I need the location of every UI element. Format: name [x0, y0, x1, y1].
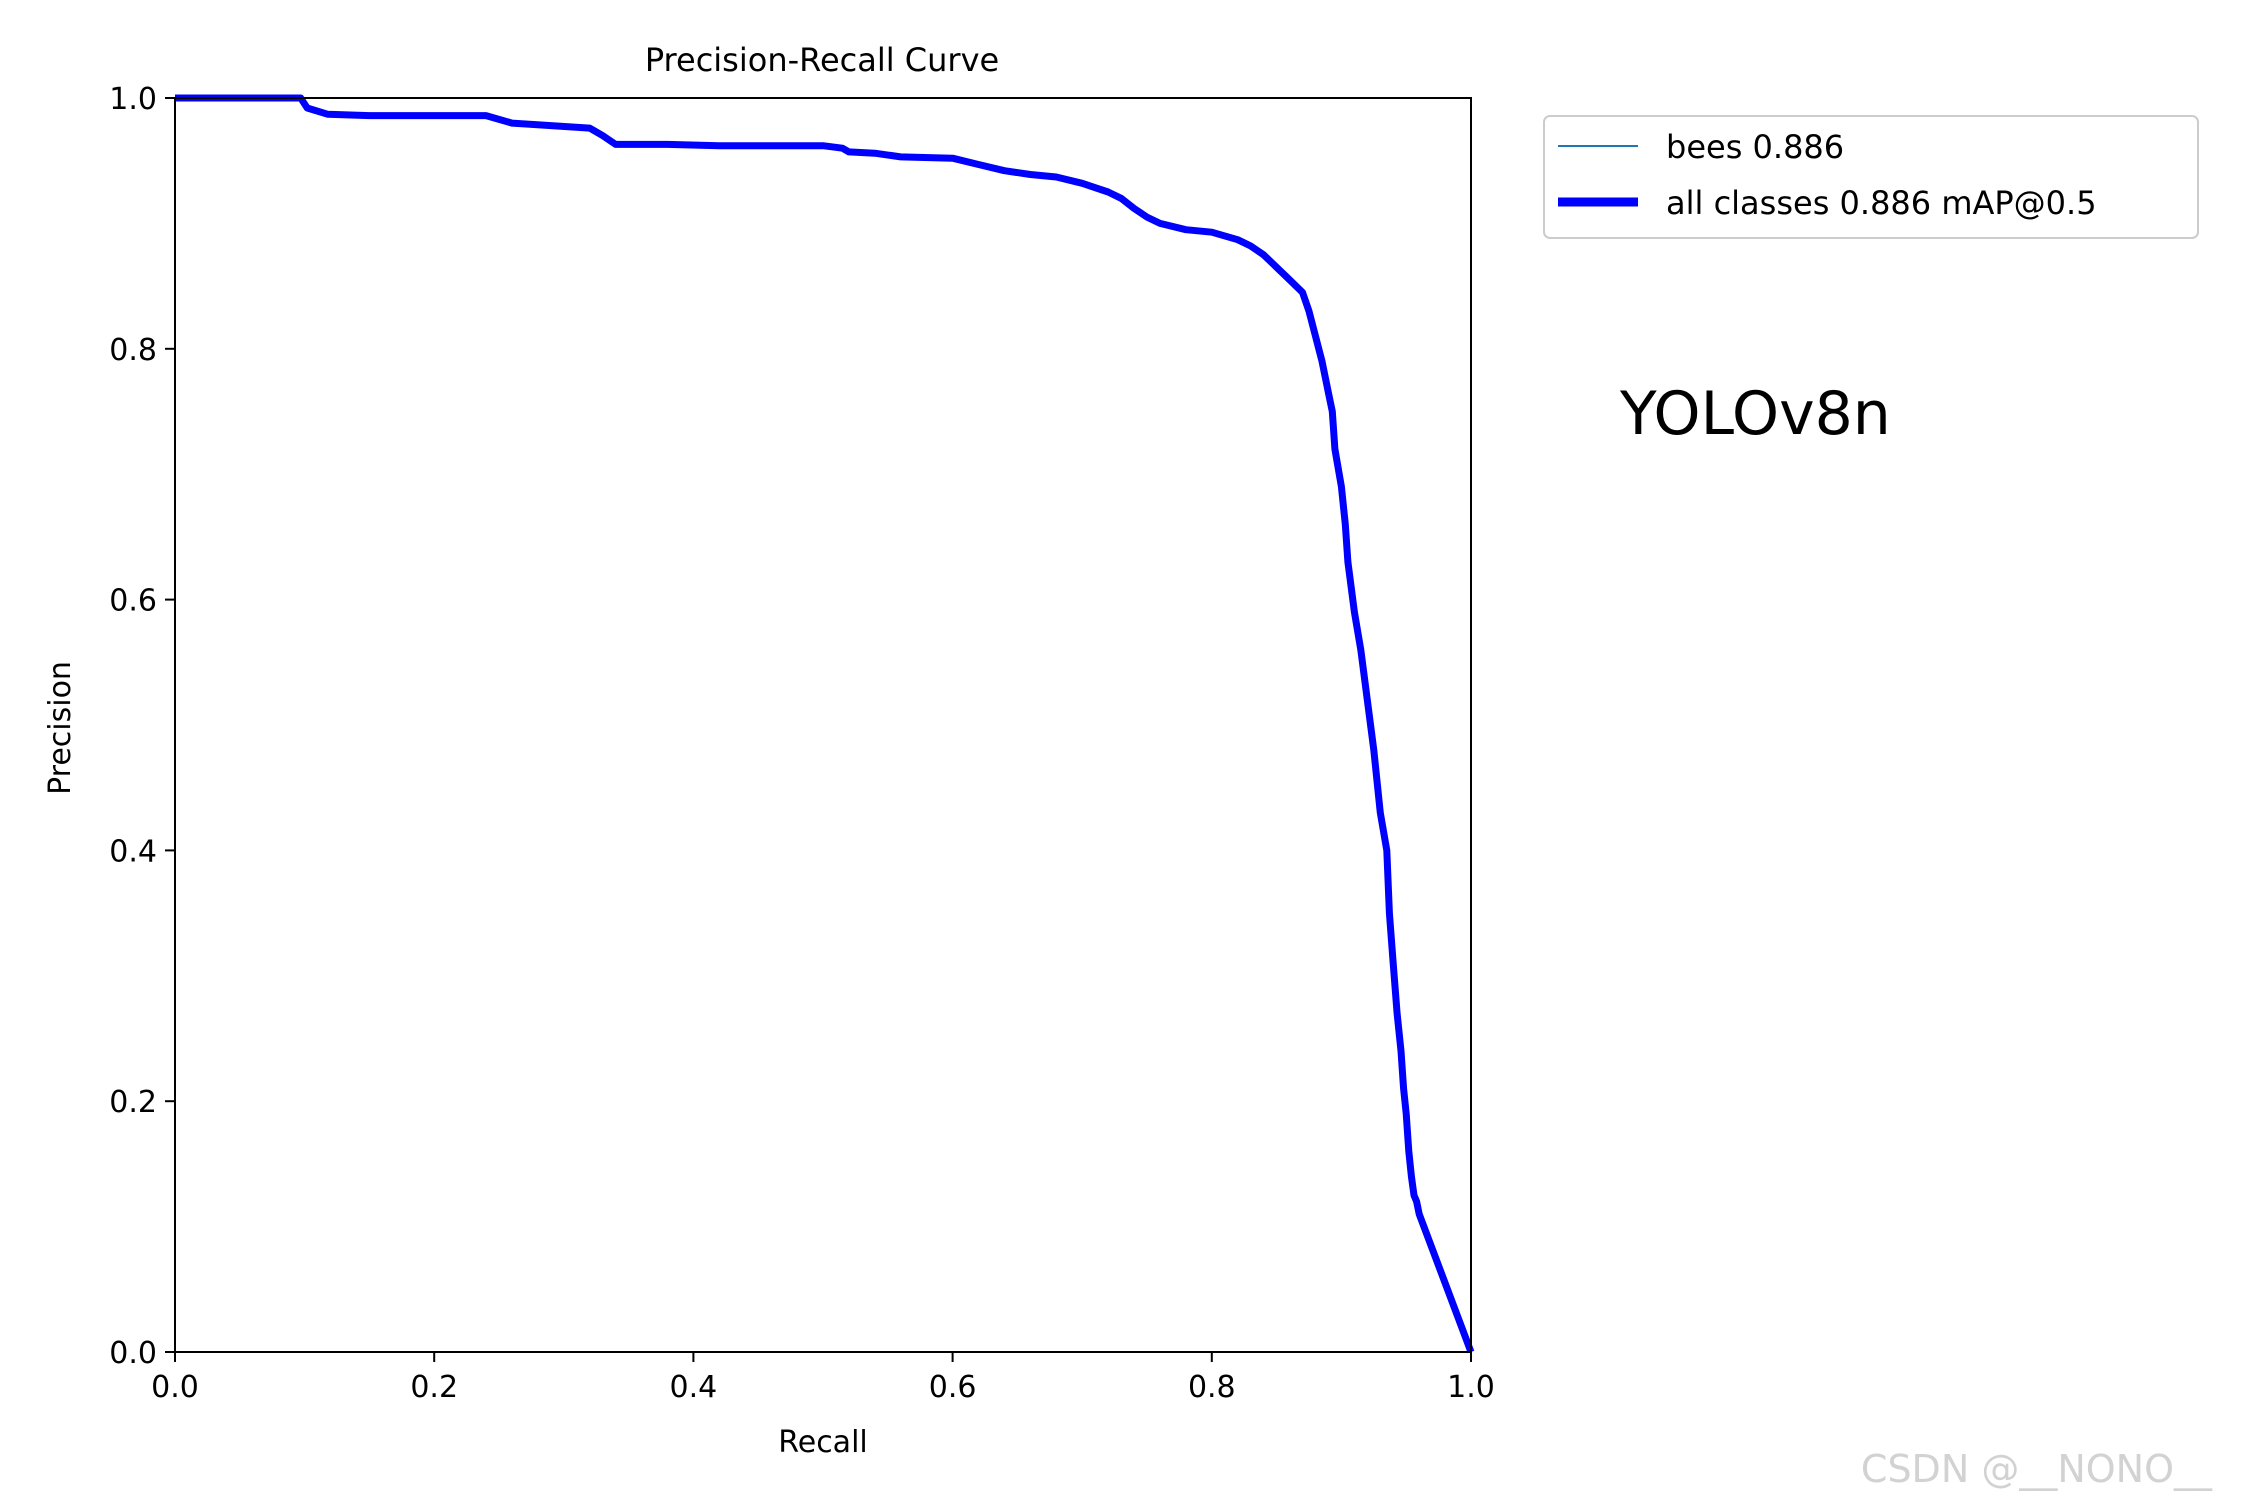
x-tick-label: 1.0 — [1447, 1370, 1495, 1405]
y-axis-ticks: 0.0 0.2 0.4 0.6 0.8 1.0 — [109, 82, 175, 1371]
series-layer — [175, 94, 1475, 1354]
legend-label-bees: bees 0.886 — [1666, 128, 1844, 166]
series-line-all-classes — [175, 94, 1475, 1354]
legend-label-all-classes: all classes 0.886 mAP@0.5 — [1666, 184, 2097, 222]
x-tick-label: 0.6 — [929, 1370, 977, 1405]
x-tick-label: 0.2 — [410, 1370, 458, 1405]
x-axis-label: Recall — [778, 1425, 868, 1460]
y-tick-label: 0.6 — [109, 584, 157, 619]
y-tick-label: 0.2 — [109, 1085, 157, 1120]
legend-box — [1543, 115, 2199, 239]
y-axis-label: Precision — [43, 661, 78, 795]
x-axis-ticks: 0.0 0.2 0.4 0.6 0.8 1.0 — [151, 1352, 1495, 1405]
y-tick-label: 0.4 — [109, 834, 157, 869]
legend: bees 0.886 all classes 0.886 mAP@0.5 — [1543, 115, 2199, 239]
chart-title: Precision-Recall Curve — [645, 41, 999, 79]
x-tick-label: 0.8 — [1188, 1370, 1236, 1405]
plot-frame — [174, 97, 1472, 1353]
y-tick-label: 1.0 — [109, 82, 157, 117]
x-tick-label: 0.0 — [151, 1370, 199, 1405]
x-tick-label: 0.4 — [670, 1370, 718, 1405]
y-tick-label: 0.0 — [109, 1336, 157, 1371]
model-annotation: YOLOv8n — [1619, 379, 1891, 449]
y-tick-label: 0.8 — [109, 333, 157, 368]
watermark: CSDN @__NONO__ — [1861, 1447, 2213, 1491]
